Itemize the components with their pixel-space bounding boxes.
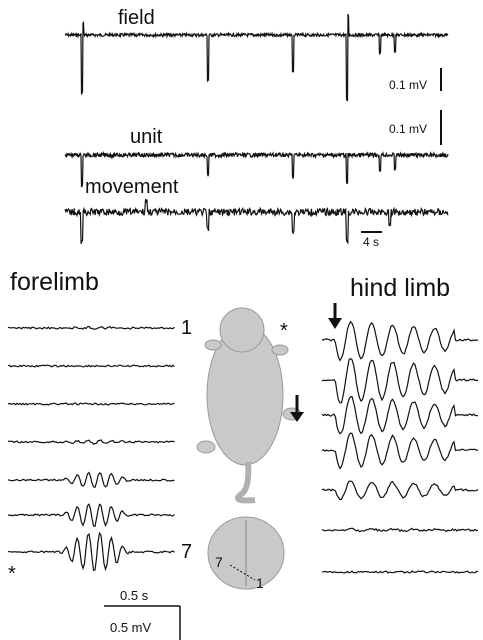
scale-label: 4 s [363, 235, 379, 249]
trace [321, 570, 479, 574]
brain-label: 1 [256, 575, 264, 591]
electrode-line [229, 564, 256, 581]
scale-label: 0.5 s [120, 588, 149, 603]
trace [7, 402, 175, 406]
trace [64, 150, 449, 188]
movement-label: movement [85, 176, 179, 198]
trace [7, 364, 175, 368]
arrow [290, 412, 304, 422]
trace [321, 432, 479, 470]
marker: * [280, 320, 288, 342]
hindlimb-title: hind limb [350, 274, 450, 302]
trace [7, 471, 175, 489]
scale-label: 0.5 mV [110, 620, 152, 635]
trace [321, 395, 479, 435]
trace-number: 1 [181, 317, 192, 339]
traces [7, 13, 479, 574]
trace [7, 531, 175, 572]
trace [64, 197, 449, 245]
unit-label: unit [130, 126, 163, 148]
pup-image [196, 307, 302, 590]
brain-label: 7 [215, 554, 223, 570]
trace [64, 13, 449, 102]
scale-label: 0.1 mV [389, 122, 427, 136]
trace [321, 480, 479, 501]
forelimb-title: forelimb [10, 268, 99, 296]
trace-number: 7 [181, 541, 192, 563]
arrow [328, 318, 342, 329]
trace [321, 357, 479, 404]
marker: * [8, 563, 16, 585]
field-label: field [118, 7, 155, 29]
trace [7, 439, 175, 445]
trace [7, 503, 175, 528]
trace [321, 320, 478, 362]
scale-label: 0.1 mV [389, 78, 427, 92]
trace [321, 527, 479, 533]
trace [7, 325, 175, 330]
